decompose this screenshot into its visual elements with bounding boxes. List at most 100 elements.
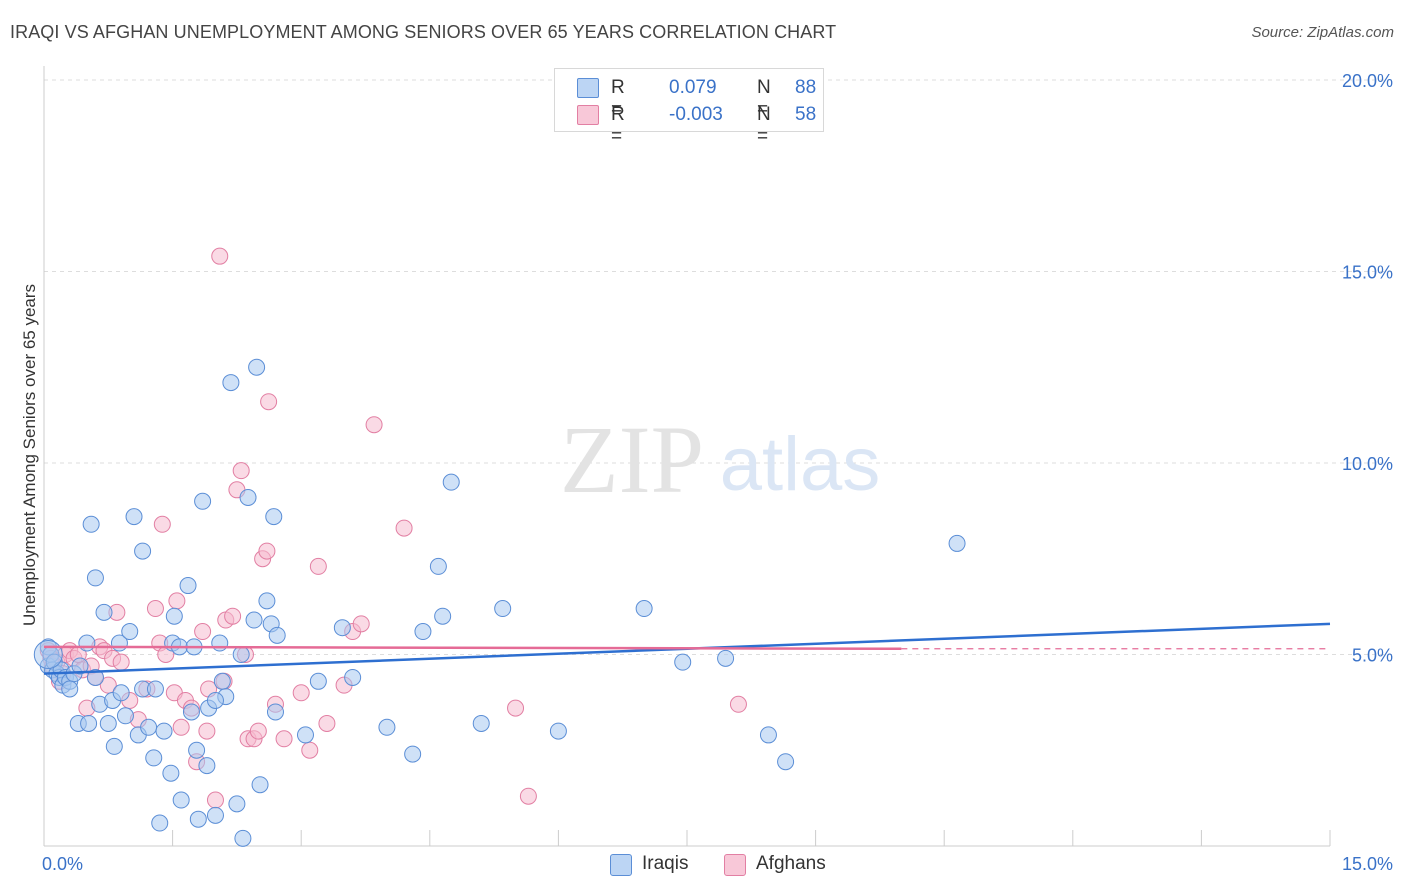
iraqis-point <box>777 753 795 771</box>
iraqis-point <box>429 557 447 575</box>
iraqis-legend-swatch <box>610 854 632 876</box>
afghans-point <box>211 247 229 265</box>
iraqis-legend-label: Iraqis <box>642 853 689 874</box>
iraqis-point <box>239 488 257 506</box>
iraqis-point <box>245 611 263 629</box>
iraqis-r-value: 0.079 <box>669 77 717 98</box>
afghans-point <box>729 695 747 713</box>
afghans-r-value: -0.003 <box>669 104 723 125</box>
chart-title: IRAQI VS AFGHAN UNEMPLOYMENT AMONG SENIO… <box>10 22 837 42</box>
iraqis-point <box>472 714 490 732</box>
iraqis-point <box>434 607 452 625</box>
afghans-point <box>146 600 164 618</box>
iraqis-point <box>198 757 216 775</box>
iraqis-point <box>155 722 173 740</box>
afghans-trend-line <box>43 645 902 651</box>
iraqis-point <box>116 707 134 725</box>
iraqis-point <box>146 680 164 698</box>
iraqis-point <box>71 657 89 675</box>
iraqis-point <box>145 749 163 767</box>
iraqis-point <box>222 374 240 392</box>
iraqis-point <box>125 508 143 526</box>
iraqis-point <box>248 358 266 376</box>
iraqis-points <box>33 358 966 847</box>
iraqis-point <box>333 619 351 637</box>
afghans-point <box>198 722 216 740</box>
afghans-point <box>352 615 370 633</box>
iraqis-point <box>105 737 123 755</box>
afghans-point <box>112 653 130 671</box>
grid-lines <box>44 79 1392 655</box>
afghans-n-value: 58 <box>795 104 817 125</box>
iraqis-point <box>296 726 314 744</box>
tick-labels: 5.0% 10.0% 15.0% 20.0% 0.0% 15.0% <box>42 71 1393 874</box>
iraqis-point <box>151 814 169 832</box>
iraqis-point <box>188 741 206 759</box>
iraqis-point <box>78 634 96 652</box>
afghans-point <box>260 393 278 411</box>
afghans-point <box>194 623 212 641</box>
trend-lines <box>43 622 1331 675</box>
iraqis-point <box>206 691 224 709</box>
afghans-point <box>365 416 383 434</box>
afghans-point <box>232 462 250 480</box>
afghans-point <box>309 557 327 575</box>
iraqis-point <box>165 607 183 625</box>
iraqis-point <box>414 623 432 641</box>
iraqis-point <box>635 600 653 618</box>
iraqis-point <box>717 649 735 667</box>
afghans-point <box>507 699 525 717</box>
iraqis-point <box>759 726 777 744</box>
iraqis-point <box>33 640 63 669</box>
iraqis-point <box>86 569 104 587</box>
iraqis-point <box>948 534 966 552</box>
afghans-point <box>519 787 537 805</box>
iraqis-point <box>494 600 512 618</box>
afghans-legend-swatch <box>724 854 746 876</box>
iraqis-point <box>266 703 284 721</box>
afghans-point <box>224 607 242 625</box>
afghans-point <box>395 519 413 537</box>
iraqis-point <box>179 577 197 595</box>
iraqis-r-label: R = <box>611 77 625 120</box>
iraqis-point <box>80 714 98 732</box>
y-tick-label-1: 10.0% <box>1342 454 1393 474</box>
afghans-n-label: N = <box>757 104 771 147</box>
afghans-point <box>172 718 190 736</box>
afghans-point <box>275 730 293 748</box>
iraqis-point <box>86 668 104 686</box>
iraqis-point <box>112 684 130 702</box>
iraqis-point <box>442 473 460 491</box>
afghans-point <box>301 741 319 759</box>
iraqis-point <box>674 653 692 671</box>
iraqis-point <box>140 718 158 736</box>
iraqis-point <box>268 626 286 644</box>
y-axis-label: Unemployment Among Seniors over 65 years <box>20 283 39 627</box>
iraqis-point <box>265 508 283 526</box>
axes <box>43 66 1331 847</box>
watermark-atlas: atlas <box>720 422 881 507</box>
iraqis-point <box>206 806 224 824</box>
iraqis-point <box>82 515 100 533</box>
afghans-point <box>318 714 336 732</box>
correlation-legend: R = 0.079 N = 88 R = -0.003 N = 58 <box>554 68 824 147</box>
iraqis-point <box>211 634 229 652</box>
afghans-point <box>153 515 171 533</box>
afghans-point <box>258 542 276 560</box>
iraqis-point <box>134 542 152 560</box>
afghans-point <box>292 684 310 702</box>
afghans-point <box>249 722 267 740</box>
iraqis-point <box>99 714 117 732</box>
iraqis-point <box>232 646 250 663</box>
iraqis-point <box>121 623 139 641</box>
iraqis-n-value: 88 <box>795 77 817 98</box>
iraqis-point <box>194 492 212 510</box>
iraqis-point <box>309 672 327 690</box>
iraqis-point <box>404 745 422 763</box>
iraqis-swatch <box>577 78 599 98</box>
iraqis-point <box>182 703 200 721</box>
iraqis-n-label: N = <box>757 77 771 120</box>
afghans-r-label: R = <box>611 104 625 147</box>
source-label: Source: ZipAtlas.com <box>1251 24 1394 41</box>
